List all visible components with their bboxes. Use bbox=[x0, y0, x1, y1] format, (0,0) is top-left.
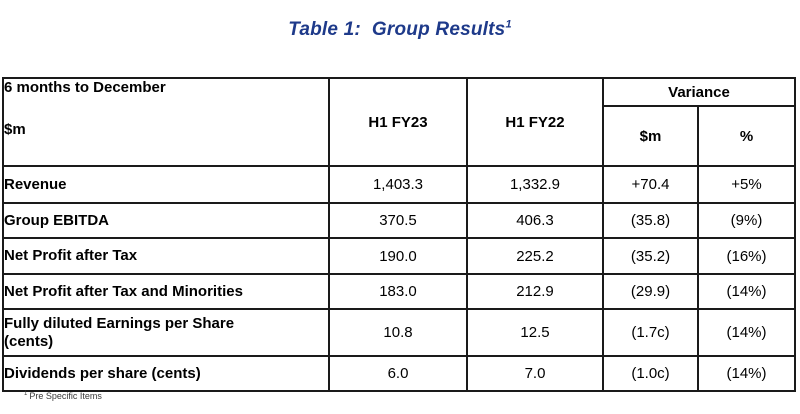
table-row: Dividends per share (cents) 6.0 7.0 (1.0… bbox=[2, 355, 796, 392]
row-label: Fully diluted Earnings per Share (cents) bbox=[2, 308, 330, 357]
cell-h1fy23: 6.0 bbox=[328, 355, 468, 392]
header-variance-sub-pct: % bbox=[697, 105, 796, 167]
row-label: Revenue bbox=[2, 165, 330, 204]
cell-variance-m: (35.2) bbox=[602, 237, 699, 275]
cell-variance-m: (35.8) bbox=[602, 202, 699, 239]
cell-variance-pct: (14%) bbox=[697, 308, 796, 357]
cell-h1fy23: 10.8 bbox=[328, 308, 468, 357]
table-row: Fully diluted Earnings per Share (cents)… bbox=[2, 308, 796, 357]
header-period-cell: 6 months to December $m bbox=[2, 77, 330, 167]
cell-variance-pct: (14%) bbox=[697, 273, 796, 310]
table-row: Net Profit after Tax 190.0 225.2 (35.2) … bbox=[2, 237, 796, 275]
cell-h1fy22: 212.9 bbox=[466, 273, 604, 310]
header-col-h1fy23: H1 FY23 bbox=[328, 77, 468, 167]
table-title: Table 1: Group Results1 bbox=[0, 19, 800, 41]
cell-variance-m: +70.4 bbox=[602, 165, 699, 204]
table-row: Group EBITDA 370.5 406.3 (35.8) (9%) bbox=[2, 202, 796, 239]
header-period-label: 6 months to December bbox=[4, 79, 166, 96]
row-label: Group EBITDA bbox=[2, 202, 330, 239]
row-label: Dividends per share (cents) bbox=[2, 355, 330, 392]
cell-variance-pct: (9%) bbox=[697, 202, 796, 239]
cell-h1fy22: 7.0 bbox=[466, 355, 604, 392]
cell-variance-m: (1.7c) bbox=[602, 308, 699, 357]
footnote: 1 Pre Specific Items bbox=[24, 391, 102, 401]
header-variance: Variance bbox=[602, 77, 796, 107]
table-row: Net Profit after Tax and Minorities 183.… bbox=[2, 273, 796, 310]
cell-h1fy22: 12.5 bbox=[466, 308, 604, 357]
footnote-marker: 1 bbox=[24, 391, 28, 397]
cell-h1fy22: 225.2 bbox=[466, 237, 604, 275]
table-title-footnote-marker: 1 bbox=[505, 18, 512, 31]
table-title-prefix: Table 1: bbox=[288, 19, 361, 40]
row-label: Net Profit after Tax bbox=[2, 237, 330, 275]
cell-variance-pct: +5% bbox=[697, 165, 796, 204]
header-row-top: 6 months to December $m H1 FY23 H1 FY22 … bbox=[2, 77, 796, 167]
table-row: Revenue 1,403.3 1,332.9 +70.4 +5% bbox=[2, 165, 796, 204]
cell-h1fy22: 406.3 bbox=[466, 202, 604, 239]
header-col-h1fy22: H1 FY22 bbox=[466, 77, 604, 167]
cell-variance-pct: (16%) bbox=[697, 237, 796, 275]
cell-h1fy22: 1,332.9 bbox=[466, 165, 604, 204]
cell-h1fy23: 370.5 bbox=[328, 202, 468, 239]
table-title-main: Group Results bbox=[371, 19, 506, 40]
footnote-text: Pre Specific Items bbox=[29, 391, 102, 401]
cell-h1fy23: 1,403.3 bbox=[328, 165, 468, 204]
cell-variance-m: (29.9) bbox=[602, 273, 699, 310]
row-label: Net Profit after Tax and Minorities bbox=[2, 273, 330, 310]
cell-h1fy23: 183.0 bbox=[328, 273, 468, 310]
cell-variance-pct: (14%) bbox=[697, 355, 796, 392]
header-row-sub: $m % bbox=[3, 105, 796, 167]
cell-h1fy23: 190.0 bbox=[328, 237, 468, 275]
cell-variance-m: (1.0c) bbox=[602, 355, 699, 392]
header-unit-label: $m bbox=[4, 121, 26, 138]
header-variance-sub-m: $m bbox=[602, 105, 699, 167]
group-results-table: 6 months to December $m H1 FY23 H1 FY22 … bbox=[2, 77, 796, 392]
